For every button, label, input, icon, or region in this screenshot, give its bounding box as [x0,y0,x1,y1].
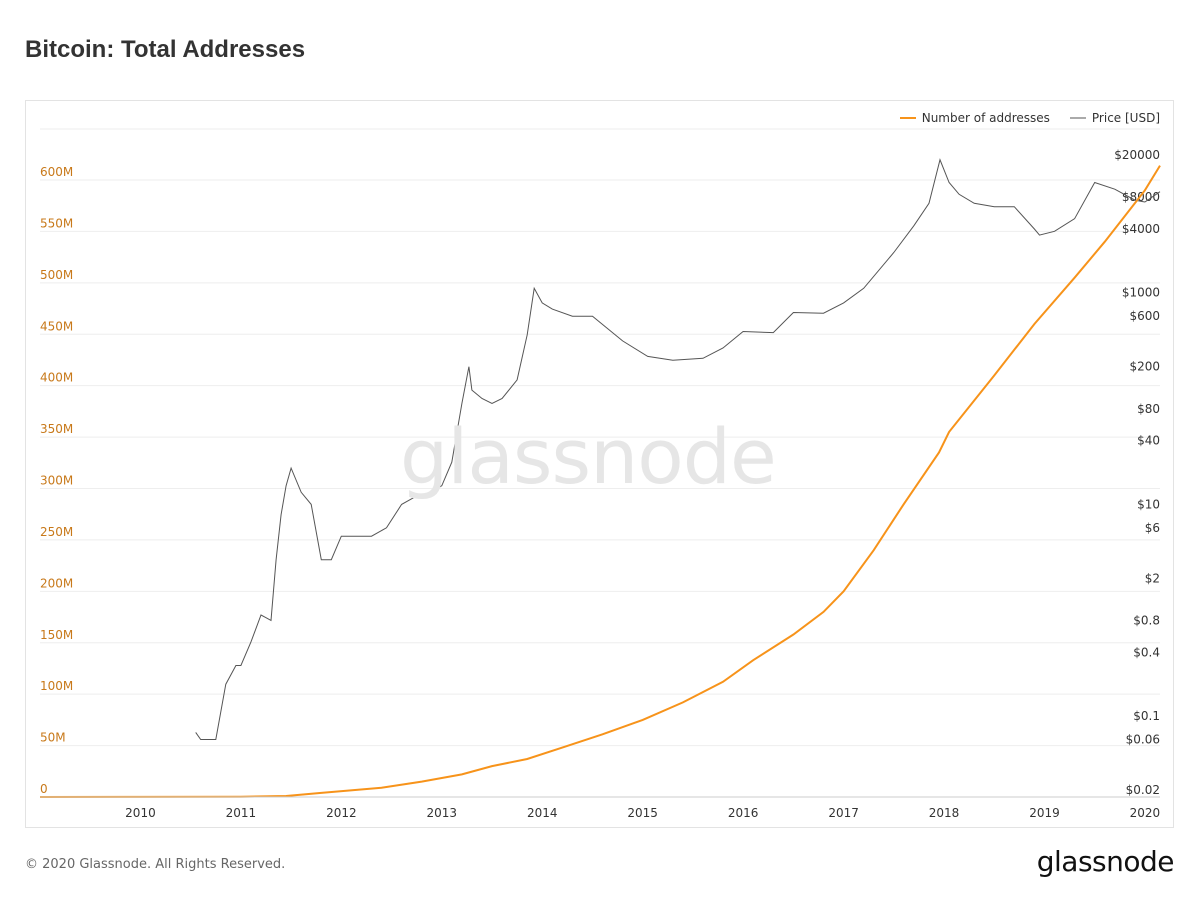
left-axis-tick-label: 300M [40,474,73,488]
right-axis-tick-label: $2 [1145,571,1160,585]
x-axis-tick-label: 2019 [1029,806,1060,820]
left-axis-tick-label: 150M [40,628,73,642]
grid-lines [40,128,1160,747]
right-axis-tick-label: $40 [1137,434,1160,448]
left-axis-tick-label: 250M [40,525,73,539]
x-axis-tick-label: 2013 [427,806,458,820]
left-axis-ticks: 0 50M 100M 150M 200M 250M 300M 350M 400M 450M 500M… [40,165,73,796]
series-line-addresses [39,165,1161,798]
left-axis-tick-label: 100M [40,679,73,693]
left-axis-tick-label: 0 [40,782,48,796]
left-axis-tick-label: 400M [40,371,73,385]
right-axis-ticks: $20000 $8000 $4000 $1000 $600 $200 $80 $40 $10 $6… [1114,148,1160,797]
left-axis-tick-label: 200M [40,576,73,590]
right-axis-tick-label: $6 [1145,521,1160,535]
right-axis-tick-label: $600 [1129,309,1160,323]
x-axis-ticks: 2010 2011 2012 2013 2014 2015 2016 2017 2018 2019… [125,806,1160,820]
legend-item-price[interactable]: Price [USD] [1069,111,1160,125]
legend: Number of addresses Price [USD] [899,111,1160,125]
left-axis-tick-label: 50M [40,731,66,745]
right-axis-tick-label: $20000 [1114,148,1160,162]
left-axis-tick-label: 600M [40,165,73,179]
x-axis-tick-label: 2017 [828,806,859,820]
legend-label-addresses: Number of addresses [921,111,1050,125]
right-axis-tick-label: $200 [1129,360,1160,374]
right-axis-tick-label: $1000 [1122,286,1160,300]
right-axis-tick-label: $0.8 [1133,613,1160,627]
left-axis-tick-label: 450M [40,319,73,333]
right-axis-tick-label: $80 [1137,402,1160,416]
glassnode-logo[interactable]: glassnode [1036,845,1175,878]
x-axis-tick-label: 2016 [728,806,759,820]
right-axis-tick-label: $0.4 [1133,645,1160,659]
chart-frame [25,100,1174,828]
x-axis-tick-label: 2011 [226,806,257,820]
legend-swatch-addresses [899,117,916,119]
legend-item-addresses[interactable]: Number of addresses [899,111,1050,125]
copyright-footer: © 2020 Glassnode. All Rights Reserved. [25,857,286,872]
x-axis-tick-label: 2018 [929,806,960,820]
right-axis-tick-label: $10 [1137,497,1160,511]
x-axis-tick-label: 2010 [125,806,156,820]
right-axis-tick-label: $0.1 [1133,709,1160,723]
x-axis-tick-label: 2020 [1130,806,1161,820]
left-axis-tick-label: 350M [40,422,73,436]
right-axis-tick-label: $8000 [1122,190,1160,204]
right-axis-tick-label: $0.06 [1126,733,1160,747]
legend-label-price: Price [USD] [1091,111,1160,125]
x-axis-tick-label: 2015 [627,806,658,820]
left-axis-tick-label: 500M [40,268,73,282]
left-axis-tick-label: 550M [40,216,73,230]
series-line-price [195,158,1161,740]
x-axis-tick-label: 2014 [527,806,558,820]
right-axis-tick-label: $0.02 [1126,783,1160,797]
x-axis-tick-label: 2012 [326,806,357,820]
legend-swatch-price [1069,117,1086,119]
right-axis-tick-label: $4000 [1122,222,1160,236]
chart-title: Bitcoin: Total Addresses [25,36,306,63]
